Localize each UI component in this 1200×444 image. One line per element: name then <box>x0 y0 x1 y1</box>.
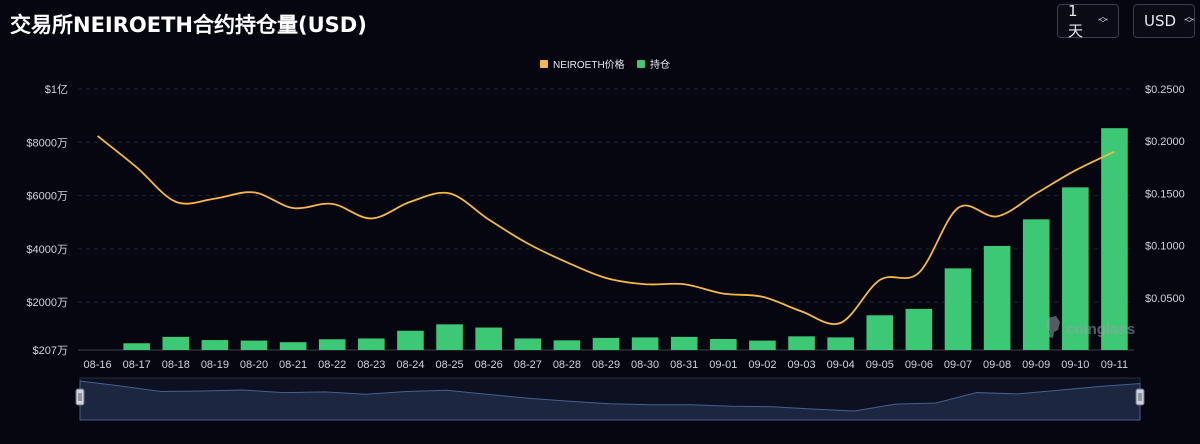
navigator-track <box>79 377 1141 421</box>
oi-bar <box>710 338 737 350</box>
oi-bar <box>240 340 268 350</box>
price-line <box>96 135 1115 325</box>
x-tick-label: 08-22 <box>318 359 346 371</box>
x-tick-label: 09-08 <box>983 359 1011 371</box>
oi-bar <box>553 340 581 350</box>
x-tick-label: 08-18 <box>162 359 190 371</box>
x-tick-label: 08-20 <box>240 359 268 371</box>
left-tick-label: $207万 <box>33 345 68 357</box>
oi-bar <box>514 338 542 350</box>
oi-bar <box>162 336 190 350</box>
x-tick-label: 09-01 <box>709 359 737 371</box>
navigator-series <box>79 380 1141 421</box>
oi-bar <box>358 338 385 350</box>
oi-bar <box>983 245 1011 350</box>
x-tick-label: 08-31 <box>670 359 698 371</box>
x-tick-label: 08-19 <box>201 359 229 371</box>
oi-bar <box>788 336 815 350</box>
left-tick-label: $8000万 <box>26 137 68 149</box>
right-tick-label: $0.0500 <box>1145 293 1185 305</box>
x-tick-label: 09-06 <box>905 359 933 371</box>
chart-legend: NEIROETH价格 持仓 <box>540 58 670 71</box>
oi-bar <box>827 337 854 350</box>
x-tick-label: 08-24 <box>396 359 424 371</box>
unit-select[interactable]: USD ︿ ﹀ <box>1133 4 1195 38</box>
oi-bar <box>397 330 424 350</box>
oi-bar <box>475 327 502 350</box>
grid-lines <box>78 88 1134 351</box>
period-select[interactable]: 1天 ︿ ﹀ <box>1057 1 1119 40</box>
oi-bar <box>1101 128 1128 350</box>
left-tick-label: $4000万 <box>26 244 68 256</box>
x-tick-label: 08-17 <box>123 359 151 371</box>
x-tick-label: 09-04 <box>827 359 855 371</box>
x-tick-label: 08-30 <box>631 359 659 371</box>
x-tick-label: 09-10 <box>1061 359 1089 371</box>
oi-bar <box>1062 187 1089 350</box>
legend-oi-swatch <box>637 60 645 68</box>
right-tick-label: $0.1000 <box>1145 241 1185 253</box>
oi-bar <box>905 308 933 350</box>
navigator-right-handle[interactable] <box>1135 388 1145 406</box>
right-tick-label: $0.2000 <box>1145 136 1185 148</box>
range-navigator[interactable] <box>75 377 1145 421</box>
navigator-left-handle[interactable] <box>75 388 85 406</box>
oi-bar <box>436 324 463 350</box>
x-tick-label: 08-25 <box>435 359 463 371</box>
coinglass-logo-icon <box>1046 316 1060 338</box>
oi-bar <box>279 342 307 350</box>
price-line-path <box>96 135 1115 325</box>
chevron-updown-icon: ︿ ﹀ <box>1184 12 1195 30</box>
x-tick-label: 08-26 <box>475 359 503 371</box>
x-tick-label: 08-29 <box>592 359 620 371</box>
oi-bar <box>592 337 620 350</box>
oi-bar <box>123 343 150 350</box>
oi-bar <box>1022 219 1050 350</box>
oi-bar <box>866 315 894 350</box>
oi-bar <box>944 268 972 350</box>
legend-price-label[interactable]: NEIROETH价格 <box>553 58 625 71</box>
oi-bars <box>123 128 1128 350</box>
x-tick-label: 08-23 <box>357 359 385 371</box>
left-tick-label: $1亿 <box>45 83 68 96</box>
x-tick-label: 08-21 <box>279 359 307 371</box>
x-tick-label: 08-27 <box>514 359 542 371</box>
left-tick-label: $2000万 <box>26 297 68 309</box>
oi-bar <box>631 337 659 350</box>
x-tick-label: 09-05 <box>866 359 894 371</box>
x-tick-label: 09-11 <box>1101 359 1128 371</box>
legend-price-swatch <box>540 60 548 68</box>
oi-bar <box>670 336 698 350</box>
chevron-updown-icon: ︿ ﹀ <box>1098 12 1108 30</box>
page-title: 交易所NEIROETH合约持仓量(USD) <box>10 13 367 37</box>
x-tick-label: 09-02 <box>748 359 776 371</box>
oi-bar <box>749 340 776 350</box>
x-tick-label: 09-07 <box>944 359 972 371</box>
coinglass-watermark: coinglass <box>1046 316 1135 338</box>
x-axis: 08-16 08-17 08-18 08-19 08-20 08-21 08-22 08-23… <box>83 359 1128 371</box>
x-tick-label: 09-09 <box>1022 359 1050 371</box>
left-axis: $207万 $2000万 $4000万 $6000万 $8000万 $1亿 <box>26 83 68 357</box>
legend-oi-label[interactable]: 持仓 <box>650 58 670 71</box>
period-select-value: 1天 <box>1068 1 1084 40</box>
oi-bar <box>201 340 229 350</box>
left-tick-label: $6000万 <box>26 191 68 203</box>
right-tick-label: $0.2500 <box>1145 84 1185 96</box>
oi-bar <box>318 339 346 350</box>
x-tick-label: 09-03 <box>787 359 815 371</box>
watermark-text: coinglass <box>1066 321 1135 338</box>
x-tick-label: 08-28 <box>553 359 581 371</box>
unit-select-value: USD <box>1144 12 1177 30</box>
right-tick-label: $0.1500 <box>1145 188 1185 200</box>
x-tick-label: 08-16 <box>83 359 111 371</box>
right-axis: $0.0500 $0.1000 $0.1500 $0.2000 $0.2500 <box>1145 84 1185 305</box>
